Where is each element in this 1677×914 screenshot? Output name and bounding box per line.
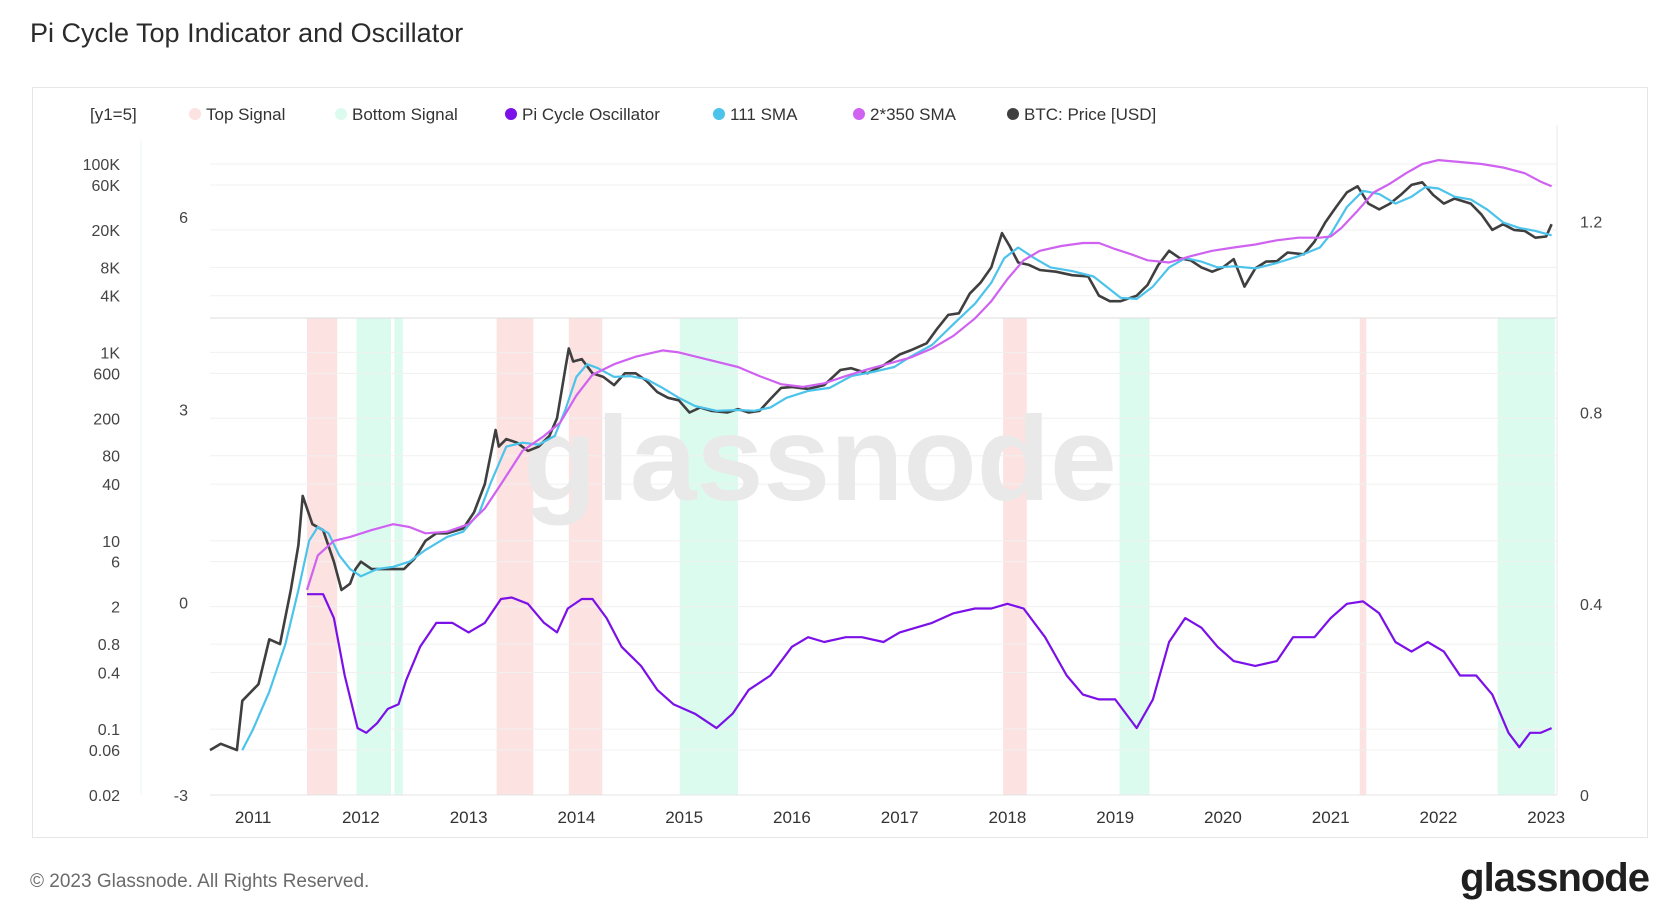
btc-price-usd-line [209,181,1553,752]
signal-bands [306,318,1555,795]
oscillator-left-tick-label: -3 [174,788,188,805]
bottom-signal-band-2 [679,318,739,795]
bottom-signal-band-1 [394,318,403,795]
legend-marker-1 [335,108,347,120]
top-signal-band-3 [1003,318,1027,795]
bottom-signal-band-4 [1497,318,1555,795]
price-tick-label: 200 [93,411,120,428]
oscillator-right-tick-label: 0.4 [1580,597,1602,614]
axis-labels: 100K60K20K8K4K1K600200804010620.80.40.10… [83,157,1603,827]
111-sma-line [241,185,1552,751]
legend: [y1=5] Top Signal Bottom Signal Pi Cycle Os… [90,105,1156,124]
price-tick-label: 10 [102,534,120,551]
price-tick-label: 8K [100,260,120,277]
x-tick-label: 2012 [342,808,380,827]
watermark: glassnode [523,392,1117,526]
x-tick-label: 2017 [881,808,919,827]
price-tick-label: 0.06 [89,743,120,760]
x-tick-label: 2023 [1527,808,1565,827]
price-tick-label: 600 [93,366,120,383]
brand-logo: glassnode [1460,856,1650,900]
top-signal-band-4 [1359,318,1367,795]
price-tick-label: 4K [100,289,120,306]
legend-label-2: Pi Cycle Oscillator [522,105,660,124]
x-tick-label: 2019 [1096,808,1134,827]
x-tick-label: 2018 [989,808,1027,827]
x-tick-label: 2016 [773,808,811,827]
series-lines [209,159,1553,752]
legend-marker-0 [189,108,201,120]
pi-cycle-oscillator-line [307,593,1553,749]
x-tick-label: 2014 [557,808,595,827]
price-tick-label: 0.1 [98,722,120,739]
oscillator-left-tick-label: 6 [179,210,188,227]
legend-label-5: BTC: Price [USD] [1024,105,1156,124]
price-tick-label: 0.8 [98,637,120,654]
legend-label-4: 2*350 SMA [870,105,957,124]
top-signal-band-1 [496,318,534,795]
price-tick-label: 100K [83,157,121,174]
oscillator-right-tick-label: 0 [1580,788,1589,805]
price-tick-label: 0.02 [89,788,120,805]
legend-marker-5 [1007,108,1019,120]
chart-panel [32,87,1648,838]
price-tick-label: 1K [100,345,120,362]
price-tick-label: 20K [92,223,121,240]
x-tick-label: 2022 [1420,808,1458,827]
top-signal-band-2 [568,318,603,795]
2-350-sma-line [305,159,1553,591]
legend-marker-2 [505,108,517,120]
x-tick-label: 2013 [450,808,488,827]
price-tick-label: 6 [111,555,120,572]
oscillator-left-tick-label: 0 [179,595,188,612]
x-tick-label: 2021 [1312,808,1350,827]
price-tick-label: 40 [102,477,120,494]
x-tick-label: 2011 [235,808,272,827]
bottom-signal-band-0 [356,318,392,795]
price-tick-label: 0.4 [98,665,120,682]
legend-label-0: Top Signal [206,105,285,124]
x-tick-label: 2020 [1204,808,1242,827]
price-tick-label: 80 [102,449,120,466]
copyright: © 2023 Glassnode. All Rights Reserved. [30,871,370,892]
legend-label-1: Bottom Signal [352,105,458,124]
x-tick-label: 2015 [665,808,703,827]
y-axis-note: [y1=5] [90,105,137,124]
legend-label-3: 111 SMA [730,105,798,124]
grid-lines [140,125,1558,796]
page-title: Pi Cycle Top Indicator and Oscillator [30,18,464,48]
oscillator-right-tick-label: 0.8 [1580,406,1602,423]
oscillator-right-tick-label: 1.2 [1580,214,1602,231]
oscillator-left-tick-label: 3 [179,403,188,420]
legend-marker-4 [853,108,865,120]
price-tick-label: 60K [92,178,121,195]
legend-marker-3 [713,108,725,120]
price-tick-label: 2 [111,600,120,617]
